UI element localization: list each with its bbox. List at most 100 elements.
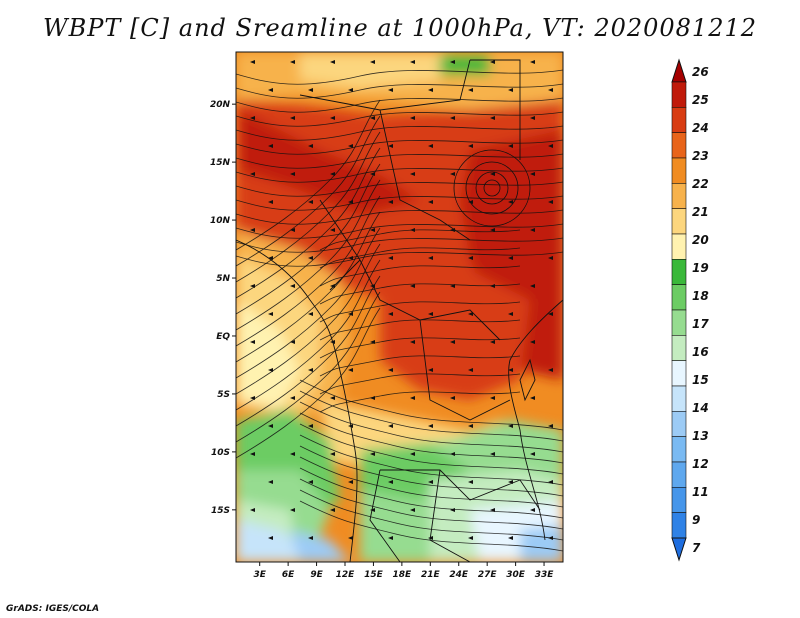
colorbar-label: 11 xyxy=(692,485,709,499)
streamline xyxy=(319,301,521,323)
flow-arrow xyxy=(330,284,335,288)
streamline xyxy=(236,237,563,253)
lon-label: 21E xyxy=(421,570,441,580)
flow-arrow xyxy=(330,340,335,344)
streamline xyxy=(299,489,563,541)
streamline xyxy=(299,467,563,519)
streamline xyxy=(319,319,521,341)
flow-arrow xyxy=(428,368,433,372)
flow-arrow xyxy=(308,424,313,428)
lon-label: 9E xyxy=(310,570,323,580)
coastline-east xyxy=(508,299,563,541)
colorbar-label: 17 xyxy=(692,317,709,331)
lake-east xyxy=(519,358,536,402)
flow-arrow xyxy=(490,60,495,64)
flow-arrow xyxy=(308,88,313,92)
streamline xyxy=(319,283,521,305)
streamline xyxy=(236,181,563,197)
streamline xyxy=(236,147,381,299)
streamline xyxy=(319,337,521,359)
flow-arrow xyxy=(428,312,433,316)
colorbar-box xyxy=(671,461,687,488)
flow-arrow xyxy=(410,172,415,176)
flow-arrow xyxy=(388,536,393,540)
colorbar-box xyxy=(671,335,687,361)
flow-arrow xyxy=(490,172,495,176)
field-se-blue xyxy=(520,525,563,562)
flow-arrow xyxy=(450,340,455,344)
colorbar-box xyxy=(671,81,687,108)
colorbar-label: 7 xyxy=(692,541,701,555)
flow-arrow xyxy=(348,536,353,540)
flow-arrow xyxy=(468,424,473,428)
flow-arrow xyxy=(428,536,433,540)
colorbar-label: 13 xyxy=(692,429,709,443)
streamline xyxy=(236,83,563,99)
flow-arrow xyxy=(428,424,433,428)
flow-arrow xyxy=(370,284,375,288)
streamline xyxy=(236,227,381,379)
flow-arrow xyxy=(268,144,273,148)
flow-arrow xyxy=(508,256,513,260)
flow-arrow xyxy=(468,256,473,260)
streamline xyxy=(236,223,563,239)
streamline xyxy=(236,163,381,315)
flow-arrow xyxy=(370,340,375,344)
colorbar-label: 24 xyxy=(692,121,709,135)
colorbar-label: 12 xyxy=(692,457,709,471)
flow-arrow xyxy=(468,144,473,148)
map-area xyxy=(236,52,563,562)
flow-arrow xyxy=(450,116,455,120)
colorbar-label: 20 xyxy=(692,233,709,247)
colorbar-box xyxy=(671,360,687,387)
colorbar-box xyxy=(671,208,687,235)
colorbar-box xyxy=(671,107,687,133)
lon-label: 3E xyxy=(253,570,266,580)
lat-label: 10S xyxy=(211,448,230,458)
streamline xyxy=(299,500,563,552)
flow-arrow xyxy=(490,396,495,400)
colorbar-label: 25 xyxy=(692,93,709,107)
flow-arrow xyxy=(290,172,295,176)
lon-label: 6E xyxy=(282,570,295,580)
streamlines xyxy=(236,60,563,552)
flow-arrow xyxy=(508,200,513,204)
flow-arrow xyxy=(530,508,535,512)
lat-label: 15N xyxy=(210,158,231,168)
lat-label: 10N xyxy=(210,216,231,226)
streamline xyxy=(319,229,521,251)
colorbar-box xyxy=(671,132,687,159)
flow-arrow xyxy=(468,536,473,540)
colorbar-box xyxy=(671,411,687,437)
streamline xyxy=(236,111,563,127)
flow-arrow xyxy=(530,284,535,288)
flow-arrow xyxy=(308,312,313,316)
flow-arrow xyxy=(410,116,415,120)
flow-arrow xyxy=(250,116,255,120)
flow-arrow xyxy=(348,88,353,92)
flow-arrow xyxy=(370,116,375,120)
lon-label: 27E xyxy=(478,570,498,580)
flow-arrow xyxy=(370,508,375,512)
flow-arrow xyxy=(250,228,255,232)
flow-arrow xyxy=(530,116,535,120)
flow-arrow xyxy=(290,452,295,456)
map-frame xyxy=(235,51,564,563)
flow-arrow xyxy=(508,480,513,484)
flow-arrow xyxy=(468,480,473,484)
flow-arrow xyxy=(348,424,353,428)
colorbar-box xyxy=(671,436,687,463)
streamline xyxy=(236,153,563,169)
colorbar-box xyxy=(671,309,687,336)
colorbar: 26 25 24 23 22 21 20 19 18 17 16 15 14 13 12 11 9 7 xyxy=(671,58,709,562)
field-sw-blue xyxy=(290,530,350,562)
streamline xyxy=(299,478,563,530)
flow-arrow xyxy=(290,60,295,64)
flow-arrow xyxy=(508,144,513,148)
flow-arrow xyxy=(330,60,335,64)
flow-arrow xyxy=(330,508,335,512)
flow-arrow xyxy=(290,228,295,232)
streamline xyxy=(236,115,381,267)
flow-arrow xyxy=(330,172,335,176)
